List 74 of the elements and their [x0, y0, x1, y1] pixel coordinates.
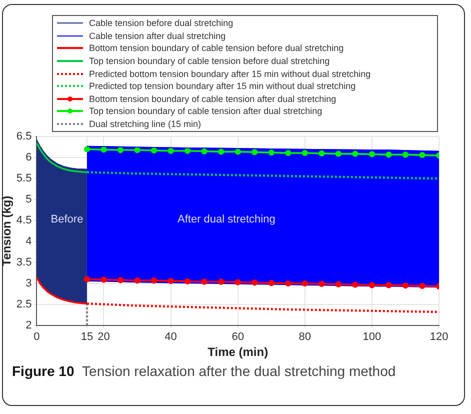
- point: [218, 278, 224, 285]
- point: [168, 148, 174, 154]
- point: [268, 280, 274, 286]
- annotation: Before: [50, 214, 84, 226]
- legend-label: Cable tension after dual stretching: [89, 30, 226, 41]
- x-tick-label: 60: [232, 331, 244, 344]
- point: [100, 146, 107, 153]
- point: [318, 280, 325, 287]
- legend-label: Predicted bottom tension boundary after 15 min without dual stretching: [89, 68, 371, 79]
- y-tick-label: 6.5: [16, 130, 32, 143]
- y-axis-title: Tension (kg): [0, 196, 14, 266]
- point: [335, 281, 342, 288]
- x-tick-label: 40: [164, 331, 177, 344]
- point: [218, 148, 224, 155]
- point: [252, 149, 258, 156]
- y-tick-label: 5: [26, 194, 32, 206]
- legend-label: Bottom tension boundary of cable tension before dual stretching: [89, 43, 344, 54]
- point: [386, 152, 392, 158]
- point: [252, 280, 258, 286]
- point: [117, 276, 124, 284]
- x-tick-label: 0: [34, 331, 40, 344]
- legend-label: Bottom tension boundary of cable tension after dual stretching: [89, 94, 336, 104]
- point: [402, 152, 409, 158]
- point: [134, 277, 140, 284]
- x-tick-label: 80: [298, 331, 312, 344]
- point: [386, 282, 392, 288]
- y-tick-label: 2.5: [16, 298, 32, 310]
- x-axis-title: Time (min): [208, 345, 268, 360]
- point: [419, 282, 426, 290]
- y-tick-label: 4: [26, 236, 32, 248]
- point: [201, 278, 208, 285]
- point: [302, 280, 308, 287]
- legend-label: Dual stretching line (15 min): [89, 119, 202, 130]
- point: [184, 148, 191, 154]
- point: [302, 150, 308, 156]
- point: [368, 151, 376, 158]
- point: [84, 146, 90, 152]
- point: [335, 150, 342, 157]
- point: [201, 148, 208, 154]
- x-tick-label: 120: [430, 331, 448, 344]
- point: [234, 279, 241, 286]
- point: [117, 146, 124, 154]
- point: [352, 282, 358, 288]
- point: [150, 147, 158, 154]
- point: [84, 276, 90, 282]
- point: [268, 149, 274, 156]
- y-tick-label: 5.5: [16, 172, 32, 185]
- y-tick-label: 3: [26, 277, 32, 290]
- point: [168, 278, 174, 284]
- annotation: After dual stretching: [178, 214, 276, 226]
- legend-label: Top tension boundary of cable tension before dual stretching: [89, 56, 330, 66]
- point: [402, 282, 409, 289]
- point: [234, 148, 241, 155]
- y-tick-label: 4.5: [16, 214, 32, 227]
- point: [285, 150, 292, 156]
- point: [318, 150, 325, 156]
- legend-label: Predicted top tension boundary after 15 min without dual stretching: [89, 81, 356, 92]
- point: [184, 278, 191, 284]
- y-tick-label: 3.5: [16, 256, 32, 268]
- legend-label: Top tension boundary of cable tension after dual stretching: [89, 106, 322, 116]
- caption: Figure 10 Tension relaxation after the dual stretching method: [12, 363, 396, 379]
- point: [100, 276, 107, 283]
- point: [368, 282, 376, 288]
- point: [134, 146, 140, 154]
- x-tick-label: 100: [362, 331, 382, 344]
- x-tick-label: 20: [98, 331, 110, 344]
- point: [419, 152, 426, 158]
- point: [285, 280, 292, 287]
- y-tick-label: 2: [26, 319, 32, 332]
- legend-label: Cable tension before dual stretching: [89, 18, 234, 28]
- point: [150, 277, 158, 284]
- x-tick-label: 15: [80, 331, 94, 344]
- point: [352, 150, 358, 157]
- y-tick-label: 6: [26, 152, 32, 164]
